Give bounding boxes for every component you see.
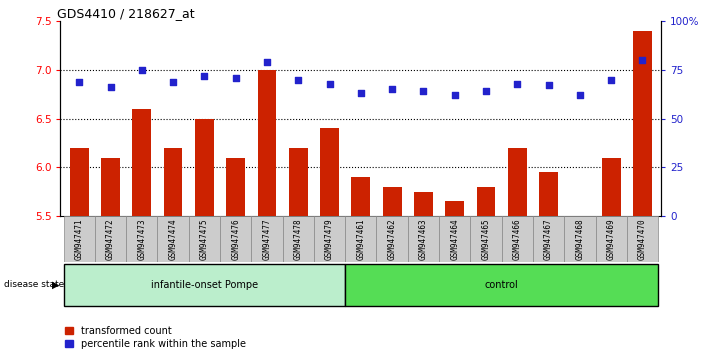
Bar — [439, 216, 471, 262]
Point — [73, 79, 85, 84]
Text: GSM947463: GSM947463 — [419, 218, 428, 260]
Point — [481, 88, 492, 94]
Text: GSM947469: GSM947469 — [606, 218, 616, 260]
Bar — [627, 216, 658, 262]
Bar — [596, 216, 627, 262]
Point — [292, 77, 304, 82]
Bar — [289, 148, 308, 216]
Text: GSM947473: GSM947473 — [137, 218, 146, 260]
Bar — [157, 216, 188, 262]
Text: GSM947479: GSM947479 — [325, 218, 334, 260]
Text: GSM947467: GSM947467 — [544, 218, 553, 260]
Text: disease state: disease state — [4, 280, 64, 290]
Text: GSM947462: GSM947462 — [387, 218, 397, 260]
Text: control: control — [485, 280, 518, 290]
Point — [512, 81, 523, 86]
Text: GSM947476: GSM947476 — [231, 218, 240, 260]
Bar — [383, 187, 402, 216]
Text: GSM947478: GSM947478 — [294, 218, 303, 260]
Point — [105, 85, 116, 90]
Text: GSM947468: GSM947468 — [575, 218, 584, 260]
Bar — [565, 216, 596, 262]
Bar — [63, 216, 95, 262]
Point — [543, 82, 555, 88]
Bar — [320, 128, 339, 216]
Point — [387, 86, 398, 92]
Bar — [132, 109, 151, 216]
Bar — [445, 201, 464, 216]
Bar — [195, 119, 214, 216]
Bar — [533, 216, 565, 262]
Bar — [602, 158, 621, 216]
Point — [136, 67, 147, 73]
Bar — [314, 216, 345, 262]
Text: GSM947470: GSM947470 — [638, 218, 647, 260]
Point — [418, 88, 429, 94]
Bar — [257, 70, 277, 216]
Bar — [408, 216, 439, 262]
Bar — [414, 192, 433, 216]
Bar — [345, 264, 658, 306]
Bar — [471, 216, 502, 262]
Point — [230, 75, 241, 80]
Bar — [101, 158, 120, 216]
Bar — [220, 216, 251, 262]
Bar — [476, 187, 496, 216]
Bar — [351, 177, 370, 216]
Text: infantile-onset Pompe: infantile-onset Pompe — [151, 280, 258, 290]
Bar — [377, 216, 408, 262]
Text: GSM947471: GSM947471 — [75, 218, 84, 260]
Point — [261, 59, 272, 65]
Point — [449, 92, 461, 98]
Bar — [63, 264, 345, 306]
Text: GSM947466: GSM947466 — [513, 218, 522, 260]
Point — [606, 77, 617, 82]
Bar — [539, 172, 558, 216]
Bar — [126, 216, 157, 262]
Bar — [226, 158, 245, 216]
Point — [167, 79, 178, 84]
Bar — [502, 216, 533, 262]
Point — [637, 57, 648, 63]
Text: GSM947465: GSM947465 — [481, 218, 491, 260]
Bar — [508, 148, 527, 216]
Text: GSM947477: GSM947477 — [262, 218, 272, 260]
Bar — [95, 216, 126, 262]
Bar — [188, 216, 220, 262]
Point — [355, 90, 367, 96]
Text: GSM947475: GSM947475 — [200, 218, 209, 260]
Bar — [164, 148, 183, 216]
Text: GSM947461: GSM947461 — [356, 218, 365, 260]
Point — [198, 73, 210, 79]
Legend: transformed count, percentile rank within the sample: transformed count, percentile rank withi… — [65, 326, 246, 349]
Text: GSM947474: GSM947474 — [169, 218, 178, 260]
Text: GSM947464: GSM947464 — [450, 218, 459, 260]
Text: GSM947472: GSM947472 — [106, 218, 115, 260]
Text: GDS4410 / 218627_at: GDS4410 / 218627_at — [58, 7, 195, 20]
Bar — [633, 31, 652, 216]
Bar — [70, 148, 89, 216]
Bar — [251, 216, 282, 262]
Point — [324, 81, 335, 86]
Bar — [282, 216, 314, 262]
Text: ▶: ▶ — [52, 280, 59, 290]
Bar — [345, 216, 377, 262]
Point — [574, 92, 586, 98]
